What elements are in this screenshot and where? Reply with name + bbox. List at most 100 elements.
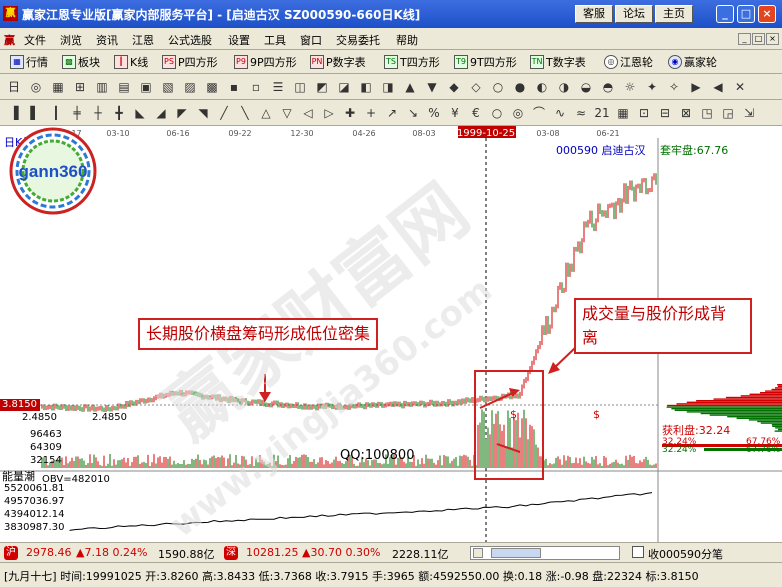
menu-formula-select[interactable]: 公式选股 <box>168 34 212 47</box>
draw-tool-5-icon[interactable]: ┼ <box>94 106 102 120</box>
draw-tool-32-icon[interactable]: ⊟ <box>659 106 671 120</box>
tb2-layout-a-icon[interactable]: ▥ <box>96 80 108 94</box>
draw-tool-24-icon[interactable]: ○ <box>491 106 503 120</box>
close-icon[interactable]: × <box>758 5 776 23</box>
scroll-thumb[interactable] <box>491 548 541 558</box>
tb2-layout-h-icon[interactable]: ▫ <box>251 80 261 94</box>
menu-gann[interactable]: 江恩 <box>132 34 154 47</box>
tb2-half-d-icon[interactable]: ◓ <box>602 80 614 94</box>
tick-detail-label[interactable]: 收000590分笔 <box>648 548 723 561</box>
tb2-layout-c-icon[interactable]: ▣ <box>140 80 152 94</box>
tb2-star-b-icon[interactable]: ✧ <box>668 80 680 94</box>
mdi-restore-icon[interactable]: □ <box>752 33 765 45</box>
tb2-half-c-icon[interactable]: ◒ <box>580 80 592 94</box>
homepage-button[interactable]: 主页 <box>655 5 693 23</box>
tb2-layout-f-icon[interactable]: ▩ <box>206 80 218 94</box>
tb2-split-icon[interactable]: ◫ <box>294 80 306 94</box>
menu-window[interactable]: 窗口 <box>300 34 322 47</box>
menu-help[interactable]: 帮助 <box>396 34 418 47</box>
draw-tool-21-icon[interactable]: % <box>428 106 440 120</box>
tb2-panel-a-icon[interactable]: ◩ <box>316 80 328 94</box>
draw-tool-8-icon[interactable]: ◢ <box>156 106 166 120</box>
p-number-table-button[interactable]: PN P数字表 <box>310 55 366 69</box>
draw-tool-30-icon[interactable]: ▦ <box>617 106 629 120</box>
tb2-layout-b-icon[interactable]: ▤ <box>118 80 130 94</box>
draw-tool-27-icon[interactable]: ∿ <box>554 106 566 120</box>
tb2-panel-d-icon[interactable]: ◨ <box>382 80 394 94</box>
draw-tool-28-icon[interactable]: ≈ <box>575 106 587 120</box>
sh-index-icon[interactable]: 沪 <box>4 546 18 560</box>
quotes-button[interactable]: ▦ 行情 <box>10 54 48 70</box>
draw-tool-14-icon[interactable]: ▽ <box>282 106 292 120</box>
9p-square-button[interactable]: P9 9P四方形 <box>234 54 297 70</box>
draw-tool-10-icon[interactable]: ◥ <box>198 106 208 120</box>
tb2-period-icon[interactable]: 日 <box>7 80 20 94</box>
gann-wheel-button[interactable]: ◎ 江恩轮 <box>604 54 653 70</box>
draw-tool-4-icon[interactable]: ╪ <box>73 106 81 120</box>
draw-tool-1-icon[interactable]: ▐ <box>9 106 19 120</box>
tb2-grid-icon[interactable]: ▦ <box>52 80 64 94</box>
minimize-icon[interactable]: _ <box>716 5 734 23</box>
draw-tool-19-icon[interactable]: ↗ <box>386 106 398 120</box>
9t-square-button[interactable]: T9 9T四方形 <box>454 55 517 69</box>
tb2-cancel-icon[interactable]: ✕ <box>734 80 746 94</box>
scroll-left-icon[interactable] <box>473 548 483 558</box>
tb2-back-icon[interactable]: ◀ <box>713 80 723 94</box>
status-scrollbar[interactable] <box>470 546 620 560</box>
mdi-minimize-icon[interactable]: _ <box>738 33 751 45</box>
draw-tool-33-icon[interactable]: ⊠ <box>680 106 692 120</box>
draw-tool-13-icon[interactable]: △ <box>261 106 271 120</box>
tb2-refresh-icon[interactable]: ◎ <box>30 80 42 94</box>
tb2-layout-e-icon[interactable]: ▨ <box>184 80 196 94</box>
forum-button[interactable]: 论坛 <box>615 5 653 23</box>
kline-chart-panel[interactable]: 11-1703-1006-1609-2212-3004-2608-031999-… <box>0 126 782 542</box>
tb2-panel-c-icon[interactable]: ◧ <box>360 80 372 94</box>
draw-tool-6-icon[interactable]: ╋ <box>115 106 123 120</box>
draw-tool-9-icon[interactable]: ◤ <box>177 106 187 120</box>
draw-tool-25-icon[interactable]: ◎ <box>512 106 524 120</box>
tb2-diamond-empty-icon[interactable]: ◇ <box>471 80 481 94</box>
tb2-list-icon[interactable]: ☰ <box>272 80 284 94</box>
draw-tool-3-icon[interactable]: ┃ <box>52 106 60 120</box>
draw-tool-2-icon[interactable]: ▌ <box>30 106 40 120</box>
draw-tool-34-icon[interactable]: ◳ <box>701 106 713 120</box>
draw-tool-20-icon[interactable]: ↘ <box>407 106 419 120</box>
tb2-sun-icon[interactable]: ☼ <box>624 80 636 94</box>
tb2-tile-icon[interactable]: ⊞ <box>74 80 86 94</box>
draw-tool-11-icon[interactable]: ╱ <box>220 106 228 120</box>
menu-browse[interactable]: 浏览 <box>60 34 82 47</box>
tb2-layout-g-icon[interactable]: ▪ <box>229 80 239 94</box>
draw-tool-36-icon[interactable]: ⇲ <box>743 106 755 120</box>
tb2-star-a-icon[interactable]: ✦ <box>646 80 658 94</box>
draw-tool-18-icon[interactable]: + <box>365 106 377 120</box>
menu-file[interactable]: 文件 <box>24 34 46 47</box>
maximize-icon[interactable]: □ <box>737 5 755 23</box>
tb2-circle-fill-icon[interactable]: ● <box>514 80 526 94</box>
kline-button[interactable]: ┃ K线 <box>114 54 148 70</box>
tb2-half-b-icon[interactable]: ◑ <box>558 80 570 94</box>
draw-tool-16-icon[interactable]: ▷ <box>324 106 334 120</box>
menu-tools[interactable]: 工具 <box>264 34 286 47</box>
draw-tool-26-icon[interactable]: ⌒ <box>532 106 545 120</box>
menu-settings[interactable]: 设置 <box>228 34 250 47</box>
tb2-half-a-icon[interactable]: ◐ <box>536 80 548 94</box>
menu-info[interactable]: 资讯 <box>96 34 118 47</box>
sector-button[interactable]: ▩ 板块 <box>62 54 100 70</box>
t-number-table-button[interactable]: TN T数字表 <box>530 55 586 69</box>
menu-trade[interactable]: 交易委托 <box>336 34 380 47</box>
mdi-close-icon[interactable]: × <box>766 33 779 45</box>
tb2-diamond-icon[interactable]: ◆ <box>449 80 459 94</box>
draw-tool-23-icon[interactable]: € <box>472 106 480 120</box>
draw-tool-7-icon[interactable]: ◣ <box>135 106 145 120</box>
tb2-play-icon[interactable]: ▶ <box>691 80 701 94</box>
draw-tool-29-icon[interactable]: 21 <box>594 106 610 120</box>
draw-tool-35-icon[interactable]: ◲ <box>722 106 734 120</box>
draw-tool-17-icon[interactable]: ✚ <box>344 106 356 120</box>
tb2-circle-icon[interactable]: ○ <box>492 80 504 94</box>
tb2-up-icon[interactable]: ▲ <box>405 80 415 94</box>
t-square-button[interactable]: TS T四方形 <box>384 54 440 70</box>
tb2-down-icon[interactable]: ▼ <box>427 80 437 94</box>
lock-icon[interactable] <box>632 546 644 558</box>
draw-tool-31-icon[interactable]: ⊡ <box>638 106 650 120</box>
winner-wheel-button[interactable]: ◉ 赢家轮 <box>668 54 717 70</box>
